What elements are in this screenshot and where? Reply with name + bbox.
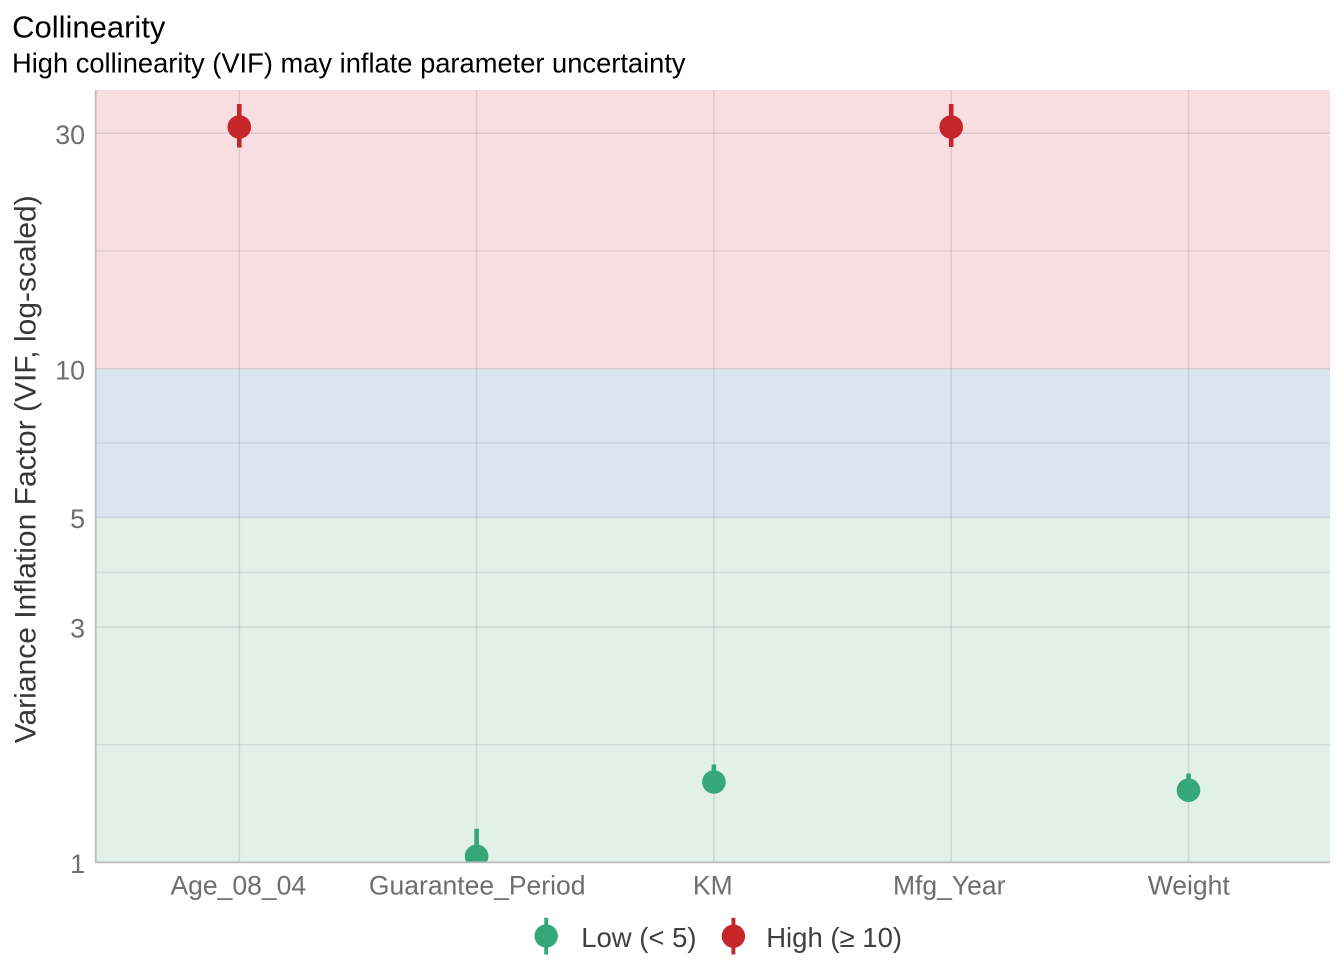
svg-text:Variance Inflation Factor (VIF: Variance Inflation Factor (VIF, log-scal…: [10, 195, 43, 743]
svg-text:High (≥ 10): High (≥ 10): [766, 922, 902, 953]
svg-text:KM: KM: [693, 871, 733, 901]
svg-text:5: 5: [70, 504, 85, 534]
svg-text:High collinearity (VIF) may in: High collinearity (VIF) may inflate para…: [12, 48, 686, 79]
svg-text:Collinearity: Collinearity: [12, 10, 166, 45]
svg-text:Mfg_Year: Mfg_Year: [893, 871, 1006, 901]
svg-text:10: 10: [55, 356, 85, 386]
svg-text:Weight: Weight: [1148, 871, 1231, 901]
svg-text:Age_08_04: Age_08_04: [171, 871, 307, 901]
svg-text:Low (< 5): Low (< 5): [581, 922, 696, 953]
svg-text:Guarantee_Period: Guarantee_Period: [369, 871, 586, 901]
svg-text:3: 3: [70, 614, 85, 644]
svg-text:1: 1: [70, 849, 85, 879]
svg-text:30: 30: [55, 120, 85, 150]
